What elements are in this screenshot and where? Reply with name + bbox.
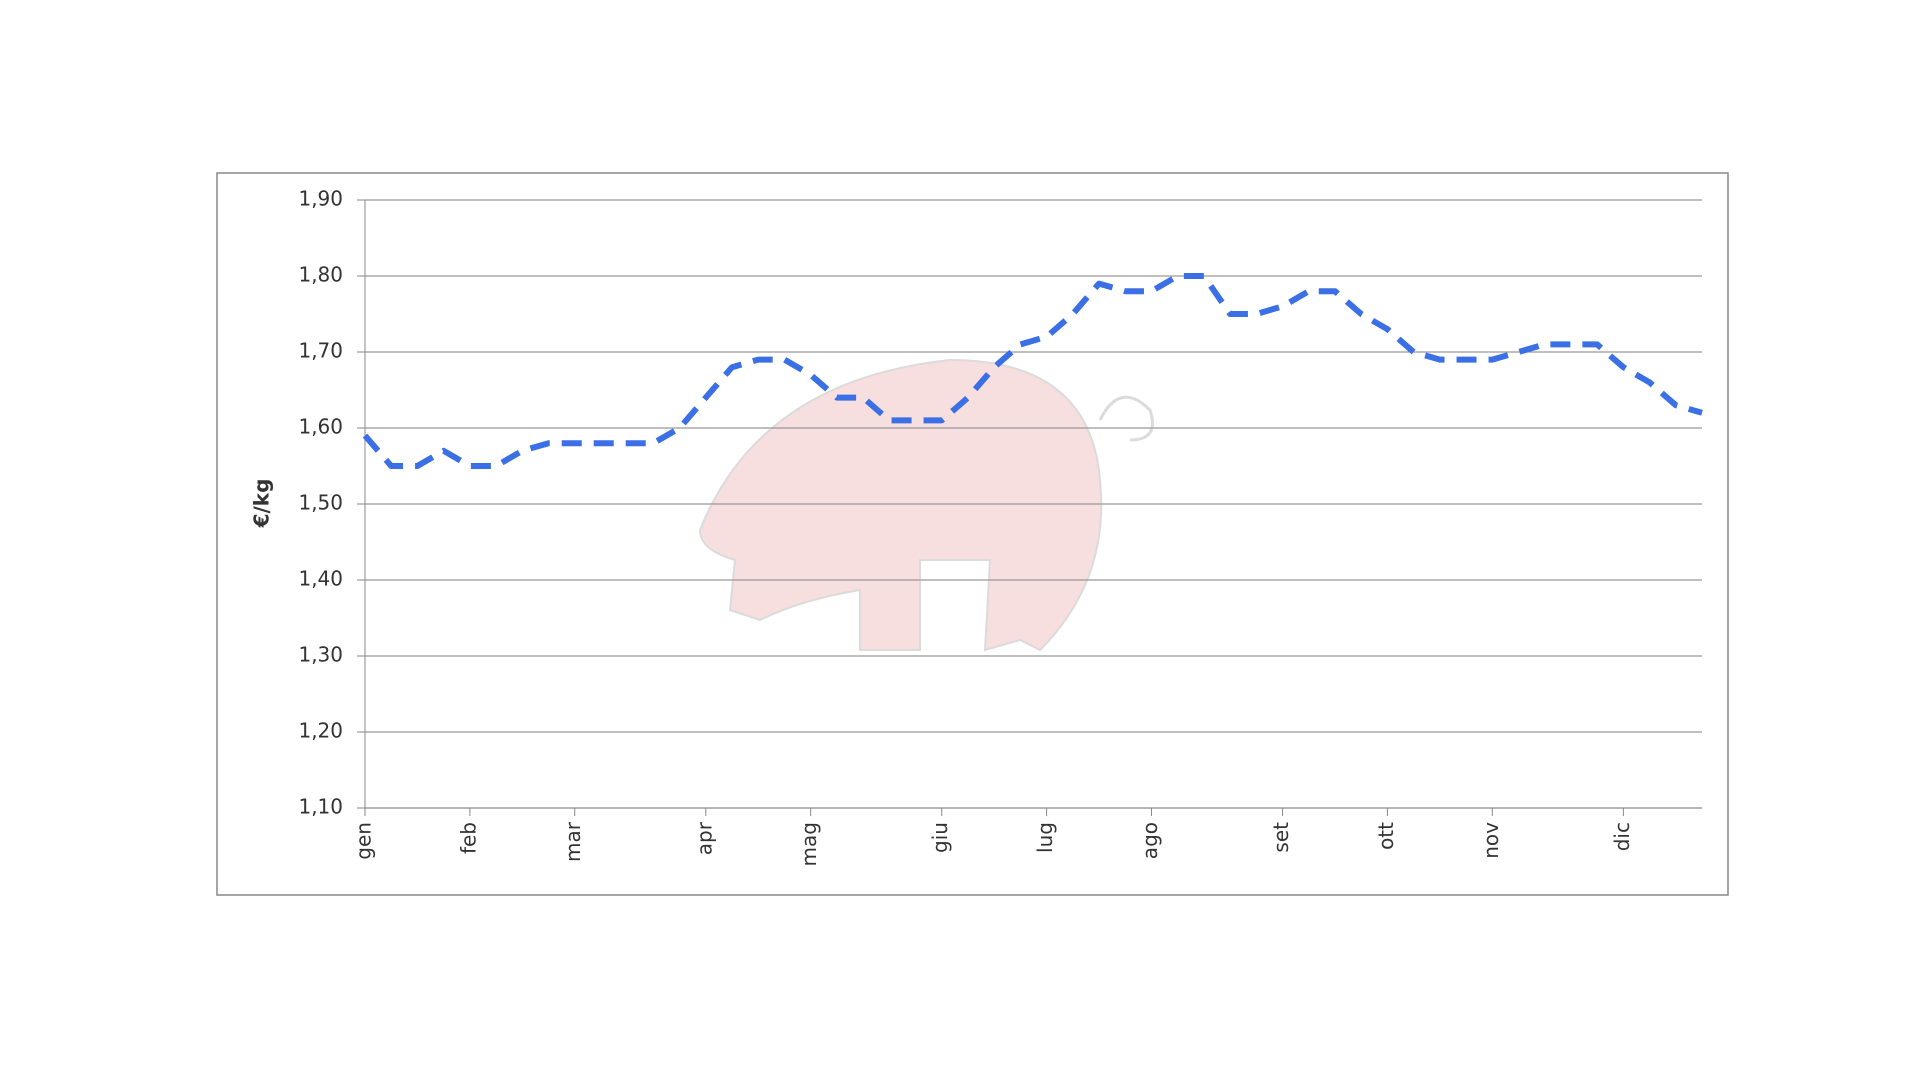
x-tick-label: apr xyxy=(692,821,716,855)
x-tick-label: ott xyxy=(1374,822,1398,850)
x-tick-label: set xyxy=(1269,822,1293,853)
y-tick-label: 1,20 xyxy=(298,719,343,743)
x-tick-label: mag xyxy=(797,822,821,866)
x-tick-label: feb xyxy=(456,822,480,854)
x-tick-label: mar xyxy=(561,821,585,862)
chart-frame xyxy=(216,172,1729,896)
pig-watermark xyxy=(698,358,1154,652)
y-tick-label: 1,90 xyxy=(298,187,343,211)
line xyxy=(362,273,1703,469)
x-tick-label: ago xyxy=(1138,822,1162,859)
x-tick-label: lug xyxy=(1033,822,1057,853)
y-tick-label: 1,10 xyxy=(298,795,343,819)
y-tick-label: 1,40 xyxy=(298,567,343,591)
x-tick-label: gen xyxy=(352,822,376,860)
y-tick-label: 1,80 xyxy=(298,263,343,287)
y-tick-label: 1,60 xyxy=(298,415,343,439)
x-tick-label: giu xyxy=(928,822,952,853)
x-tick-label: dic xyxy=(1610,822,1634,851)
y-axis-label: €/kg xyxy=(250,479,274,529)
y-tick-label: 1,30 xyxy=(298,643,343,667)
x-tick-label: nov xyxy=(1479,822,1503,859)
y-tick-label: 1,70 xyxy=(298,339,343,363)
y-tick-label: 1,50 xyxy=(298,491,343,515)
